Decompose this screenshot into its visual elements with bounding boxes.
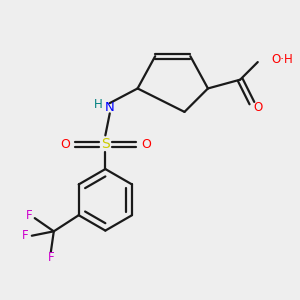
Text: O: O	[141, 138, 151, 151]
Text: N: N	[105, 101, 115, 114]
Text: F: F	[26, 209, 32, 222]
Text: O: O	[253, 101, 262, 114]
Text: F: F	[22, 229, 29, 242]
Text: F: F	[48, 251, 54, 264]
Text: O·H: O·H	[271, 52, 293, 66]
Text: S: S	[101, 137, 110, 151]
Text: H: H	[94, 98, 102, 111]
Text: O: O	[60, 138, 70, 151]
